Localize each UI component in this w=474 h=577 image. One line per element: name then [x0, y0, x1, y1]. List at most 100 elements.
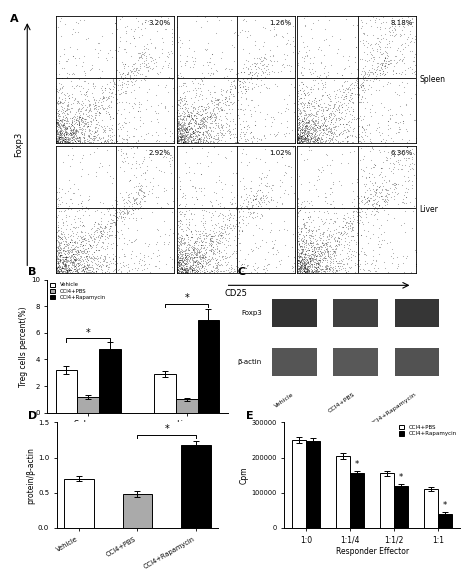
- Point: [120, 74, 128, 83]
- Point: [87, 241, 94, 250]
- Point: [177, 224, 184, 233]
- Point: [178, 251, 185, 260]
- Point: [201, 219, 209, 228]
- Point: [305, 222, 312, 231]
- Point: [404, 187, 411, 196]
- Point: [300, 257, 308, 267]
- Point: [307, 242, 315, 252]
- Point: [402, 99, 410, 108]
- Point: [251, 58, 258, 67]
- Point: [258, 224, 265, 234]
- Point: [63, 220, 71, 230]
- Point: [141, 50, 148, 59]
- Point: [92, 267, 100, 276]
- Point: [206, 268, 214, 277]
- Point: [62, 252, 70, 261]
- Point: [402, 199, 410, 208]
- Point: [344, 231, 352, 241]
- Point: [295, 195, 302, 204]
- Point: [309, 138, 316, 148]
- Point: [94, 238, 102, 247]
- Point: [174, 70, 182, 80]
- Point: [350, 194, 357, 204]
- Point: [235, 212, 242, 222]
- Point: [379, 48, 387, 57]
- Point: [251, 194, 258, 204]
- Point: [331, 92, 338, 101]
- Point: [110, 218, 118, 227]
- Point: [179, 134, 187, 144]
- Point: [348, 225, 356, 234]
- Point: [342, 120, 350, 129]
- Point: [184, 249, 191, 258]
- Point: [296, 123, 303, 133]
- Point: [324, 251, 331, 260]
- Point: [300, 89, 308, 98]
- Point: [295, 194, 302, 203]
- Point: [117, 206, 124, 215]
- Point: [296, 108, 304, 118]
- Point: [59, 134, 67, 143]
- Point: [114, 265, 122, 275]
- Point: [178, 96, 186, 106]
- Point: [190, 260, 197, 269]
- Point: [174, 253, 182, 262]
- Point: [295, 130, 303, 140]
- Point: [190, 248, 198, 257]
- Point: [175, 247, 183, 256]
- Point: [194, 126, 202, 135]
- Point: [122, 36, 129, 45]
- Point: [297, 252, 304, 261]
- Point: [234, 212, 241, 222]
- Point: [228, 100, 236, 109]
- Point: [198, 115, 206, 125]
- Point: [70, 261, 77, 270]
- Point: [301, 264, 309, 273]
- Point: [360, 28, 367, 38]
- Point: [321, 77, 329, 87]
- Point: [248, 70, 255, 80]
- Point: [229, 168, 237, 178]
- Point: [53, 128, 61, 137]
- Point: [59, 136, 66, 145]
- Point: [165, 156, 173, 165]
- Point: [116, 234, 123, 243]
- Point: [56, 115, 64, 124]
- Point: [328, 267, 336, 276]
- Point: [71, 237, 79, 246]
- Point: [78, 239, 85, 249]
- Point: [195, 244, 202, 253]
- Point: [82, 264, 89, 273]
- Point: [210, 113, 218, 122]
- Point: [67, 125, 74, 134]
- Point: [136, 62, 144, 71]
- Point: [300, 264, 308, 273]
- Point: [187, 131, 195, 140]
- Point: [186, 263, 194, 272]
- Point: [358, 207, 365, 216]
- Point: [217, 260, 225, 269]
- Point: [345, 83, 353, 92]
- Point: [189, 107, 196, 116]
- Point: [294, 48, 301, 58]
- Point: [173, 263, 181, 272]
- Point: [182, 200, 190, 209]
- Point: [242, 264, 250, 273]
- Point: [313, 251, 320, 260]
- Point: [70, 132, 77, 141]
- Point: [378, 167, 385, 177]
- Point: [187, 233, 195, 242]
- Point: [330, 102, 337, 111]
- Point: [81, 206, 89, 215]
- Point: [182, 252, 190, 261]
- Point: [111, 80, 118, 89]
- Point: [179, 121, 186, 130]
- Point: [115, 89, 123, 98]
- Point: [152, 163, 160, 172]
- Point: [296, 80, 303, 89]
- Point: [308, 102, 316, 111]
- Point: [62, 253, 70, 262]
- Point: [69, 231, 77, 241]
- Point: [307, 237, 314, 246]
- Point: [218, 53, 225, 62]
